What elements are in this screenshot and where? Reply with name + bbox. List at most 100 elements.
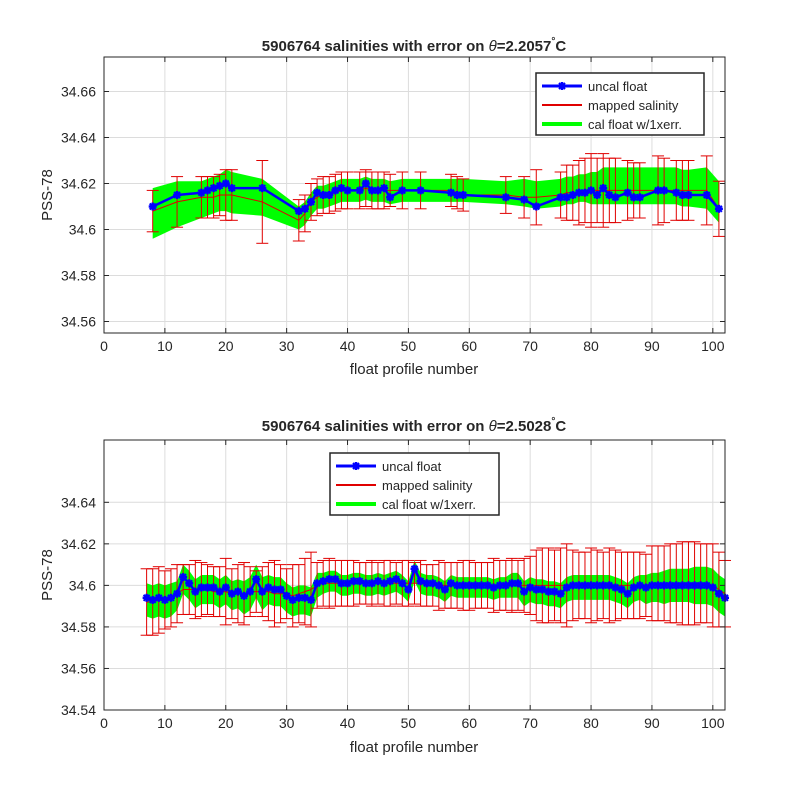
uncal-float-point — [398, 579, 407, 588]
uncal-float-point — [587, 186, 596, 195]
legend-cal-label: cal float w/1xerr. — [588, 117, 682, 132]
uncal-float-point — [173, 589, 182, 598]
uncal-float-point — [173, 191, 182, 199]
uncal-float-point — [294, 593, 303, 602]
mapped-salinity-errorbar — [323, 557, 336, 609]
uncal-float-point — [714, 204, 723, 213]
uncal-float-point — [708, 583, 717, 592]
mapped-salinity-errorbar — [292, 564, 305, 624]
uncal-float-point — [532, 585, 541, 594]
uncal-float-point — [337, 579, 346, 588]
uncal-float-point — [361, 579, 370, 588]
uncal-float-point — [629, 193, 638, 202]
uncal-float-point — [197, 583, 206, 592]
mapped-salinity-errorbar — [256, 160, 269, 244]
uncal-float-point — [520, 195, 529, 204]
y-tick-label: 34.66 — [61, 84, 96, 100]
uncal-float-point — [307, 595, 315, 604]
x-tick-label: 10 — [157, 715, 173, 731]
y-tick-label: 34.56 — [61, 660, 96, 676]
x-tick-label: 30 — [279, 338, 295, 354]
uncal-float-point — [191, 587, 200, 596]
uncal-float-point — [240, 591, 248, 600]
y-tick-label: 34.58 — [61, 268, 96, 284]
uncal-float-point — [593, 581, 602, 590]
mapped-salinity-errorbar — [274, 564, 287, 624]
uncal-float-point — [526, 583, 535, 592]
x-tick-label: 40 — [340, 715, 356, 731]
uncal-float-point — [325, 575, 334, 584]
uncal-float-point — [611, 583, 620, 592]
uncal-float-point — [203, 186, 212, 195]
mapped-salinity-errorbar — [298, 194, 311, 233]
legend-uncal-marker — [352, 462, 360, 470]
mapped-salinity-errorbar — [609, 157, 622, 224]
uncal-float-point — [447, 579, 455, 588]
mapped-salinity-errorbar — [518, 557, 531, 613]
x-tick-label: 0 — [100, 715, 108, 731]
x-tick-label: 100 — [701, 715, 725, 731]
uncal-float-point — [422, 579, 431, 588]
x-tick-label: 90 — [644, 338, 660, 354]
x-tick-label: 80 — [583, 338, 599, 354]
uncal-float-point — [179, 573, 188, 582]
axes-box — [103, 439, 726, 711]
uncal-float-point — [398, 186, 407, 195]
uncal-float-point — [635, 193, 644, 202]
cal-float-band-layer — [152, 167, 719, 239]
cal-float-band-layer — [146, 560, 726, 619]
mapped-salinity-errorbar — [262, 562, 275, 622]
uncal-float-point — [221, 179, 230, 188]
uncal-float-point — [404, 585, 413, 594]
uncal-float-point — [416, 186, 425, 195]
chart-top: 0 10 20 30 40 50 60 70 80 90 100 34.56 34.58 34.6 34.6… — [39, 36, 726, 378]
y-tick-label: 34.56 — [61, 314, 96, 330]
mapped-salinity-errorbar — [633, 162, 646, 219]
uncal-float-point — [696, 581, 705, 590]
legend-uncal-marker — [558, 82, 566, 90]
uncal-float-point — [209, 583, 218, 592]
legend-mapped-label: mapped salinity — [382, 478, 473, 493]
mapped-salinity-errorbar — [682, 160, 695, 221]
x-tick-label: 50 — [401, 715, 417, 731]
uncal-float-point — [410, 564, 419, 573]
uncal-float-point — [532, 202, 541, 211]
uncal-float-point — [246, 587, 255, 596]
uncal-float-point — [325, 191, 334, 199]
y-tick-label: 34.62 — [61, 176, 96, 192]
uncal-float-point — [702, 191, 711, 199]
uncal-float-point — [355, 186, 364, 195]
mapped-salinity-errorbar — [311, 178, 324, 217]
uncal-float-point — [714, 589, 723, 598]
uncal-float-point — [440, 585, 449, 594]
mapped-salinity-errorbar — [390, 562, 403, 605]
uncal-float-point — [167, 593, 175, 602]
uncal-float-point — [386, 193, 395, 202]
uncal-float-point — [660, 581, 669, 590]
uncal-float-point — [392, 575, 401, 584]
uncal-float-point — [307, 197, 315, 206]
uncal-float-point — [227, 184, 236, 193]
y-tick-label: 34.62 — [61, 536, 96, 552]
legend-mapped-label: mapped salinity — [588, 98, 679, 113]
y-tick-label: 34.54 — [61, 702, 96, 718]
x-tick-label: 90 — [644, 715, 660, 731]
x-tick-label: 70 — [522, 715, 538, 731]
uncal-float-point — [459, 191, 468, 199]
x-tick-label: 100 — [701, 338, 725, 354]
mapped-salinity-errorbar — [207, 176, 220, 219]
uncal-float-point — [501, 193, 510, 202]
uncal-float-point — [623, 589, 632, 598]
uncal-float-point — [215, 587, 224, 596]
mapped-salinity-errorbar — [305, 551, 317, 628]
x-tick-label: 40 — [340, 338, 356, 354]
mapped-salinity-errorbar — [530, 169, 543, 226]
uncal-float-point — [185, 579, 194, 588]
uncal-float-point — [270, 585, 279, 594]
x-tick-label: 30 — [279, 715, 295, 731]
uncal-float-point — [288, 595, 297, 604]
uncal-float-point — [319, 577, 328, 586]
uncal-float-point — [331, 575, 340, 584]
uncal-float-point — [593, 191, 602, 199]
uncal-float-point — [343, 186, 352, 195]
